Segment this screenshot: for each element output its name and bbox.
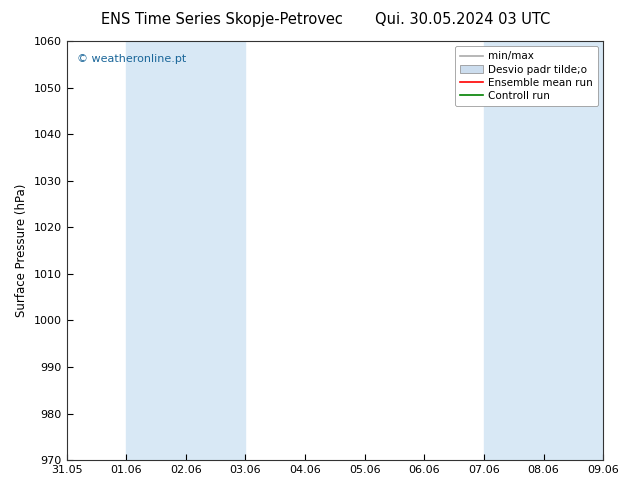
Y-axis label: Surface Pressure (hPa): Surface Pressure (hPa) [15,184,28,318]
Bar [126,41,245,460]
Text: Qui. 30.05.2024 03 UTC: Qui. 30.05.2024 03 UTC [375,12,550,27]
Text: ENS Time Series Skopje-Petrovec: ENS Time Series Skopje-Petrovec [101,12,343,27]
Bar [484,41,603,460]
Text: © weatheronline.pt: © weatheronline.pt [77,53,186,64]
Legend: min/max, Desvio padr tilde;o, Ensemble mean run, Controll run: min/max, Desvio padr tilde;o, Ensemble m… [455,46,598,106]
